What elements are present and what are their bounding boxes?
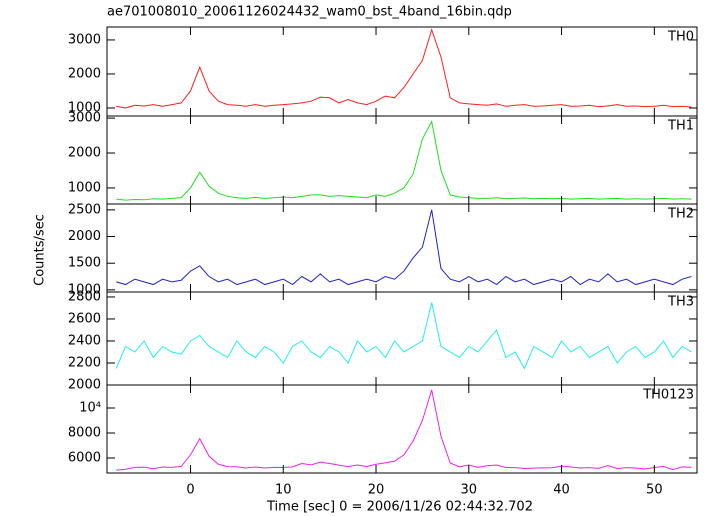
x-tick-label: 40 xyxy=(553,483,570,498)
y-tick-label: 1000 xyxy=(68,282,101,297)
x-axis-label: Time [sec] 0 = 2006/11/26 02:44:32.702 xyxy=(266,500,533,515)
panel-frame xyxy=(106,384,698,474)
series-label: TH0123 xyxy=(642,388,694,403)
y-axis-label: Counts/sec xyxy=(33,214,48,286)
data-line xyxy=(116,28,692,109)
x-tick-label: 10 xyxy=(275,483,292,498)
x-tick-label: 20 xyxy=(368,483,385,498)
y-tick-label: 2000 xyxy=(68,229,101,244)
x-tick-label: 50 xyxy=(646,483,663,498)
data-line xyxy=(115,302,692,370)
y-tick-label: 10⁴ xyxy=(79,401,101,416)
y-tick-label: 2800 xyxy=(68,289,101,304)
chart-title: ae701008010_20061126024432_wam0_bst_4ban… xyxy=(107,5,512,20)
y-tick-label: 2200 xyxy=(68,355,101,370)
panel-frame xyxy=(106,26,698,117)
data-line xyxy=(116,120,692,201)
y-tick-label: 3000 xyxy=(68,32,101,47)
y-tick-label: 8000 xyxy=(68,426,101,441)
y-tick-label: 1500 xyxy=(68,256,101,271)
panel-frame xyxy=(106,115,698,205)
series-label: TH1 xyxy=(667,119,694,134)
y-tick-label: 2000 xyxy=(68,66,101,81)
data-line xyxy=(116,209,692,286)
y-tick-label: 1000 xyxy=(68,101,101,116)
y-tick-label: 6000 xyxy=(68,451,101,466)
y-tick-label: 2600 xyxy=(68,311,101,326)
y-tick-label: 2400 xyxy=(68,333,101,348)
series-label: TH2 xyxy=(667,207,694,222)
y-tick-label: 3000 xyxy=(68,111,101,126)
panel-frame xyxy=(106,203,698,293)
y-tick-label: 1000 xyxy=(68,180,101,195)
y-tick-label: 2500 xyxy=(68,202,101,217)
data-line xyxy=(116,389,692,471)
series-label: TH3 xyxy=(667,295,694,310)
y-tick-label: 2000 xyxy=(68,378,101,393)
y-tick-label: 2000 xyxy=(68,146,101,161)
x-tick-label: 30 xyxy=(461,483,478,498)
x-tick-label: 0 xyxy=(186,483,194,498)
series-label: TH0 xyxy=(667,30,694,45)
